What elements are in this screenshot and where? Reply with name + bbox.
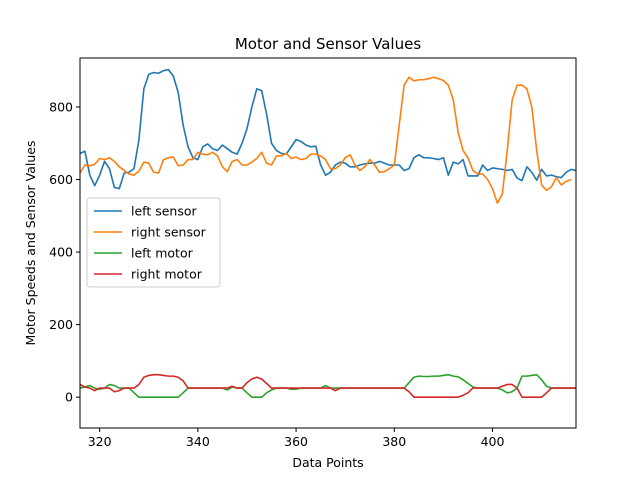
y-axis-ticks: 0 200 400 600 800 [49, 99, 80, 405]
y-tick-label: 0 [65, 390, 73, 405]
y-tick-label: 600 [49, 172, 73, 187]
x-tick-label: 380 [382, 434, 406, 449]
x-tick-label: 340 [186, 434, 210, 449]
y-tick-label: 200 [49, 317, 73, 332]
series-line-left-sensor [80, 68, 576, 190]
legend-label: left sensor [131, 204, 198, 219]
y-tick-label: 800 [49, 99, 73, 114]
series-line-right-motor [80, 373, 576, 398]
legend-label: right sensor [131, 225, 207, 240]
x-axis-label: Data Points [292, 455, 363, 470]
y-tick-label: 400 [49, 245, 73, 260]
legend-label: right motor [131, 267, 203, 282]
x-tick-label: 320 [88, 434, 112, 449]
x-tick-label: 400 [481, 434, 505, 449]
legend-label: left motor [131, 246, 194, 261]
plot-area [79, 57, 577, 429]
plot-frame [79, 57, 577, 429]
legend-box [86, 197, 221, 288]
x-axis-ticks: 320 340 360 380 400 [88, 428, 505, 449]
legend: left sensor right sensor left motor right m… [86, 197, 221, 288]
x-tick-label: 360 [284, 434, 308, 449]
series-lines [80, 68, 576, 398]
chart-title: Motor and Sensor Values [235, 35, 421, 53]
series-line-right-sensor [80, 76, 572, 204]
y-axis-label: Motor Speeds and Sensor Values [23, 141, 38, 346]
